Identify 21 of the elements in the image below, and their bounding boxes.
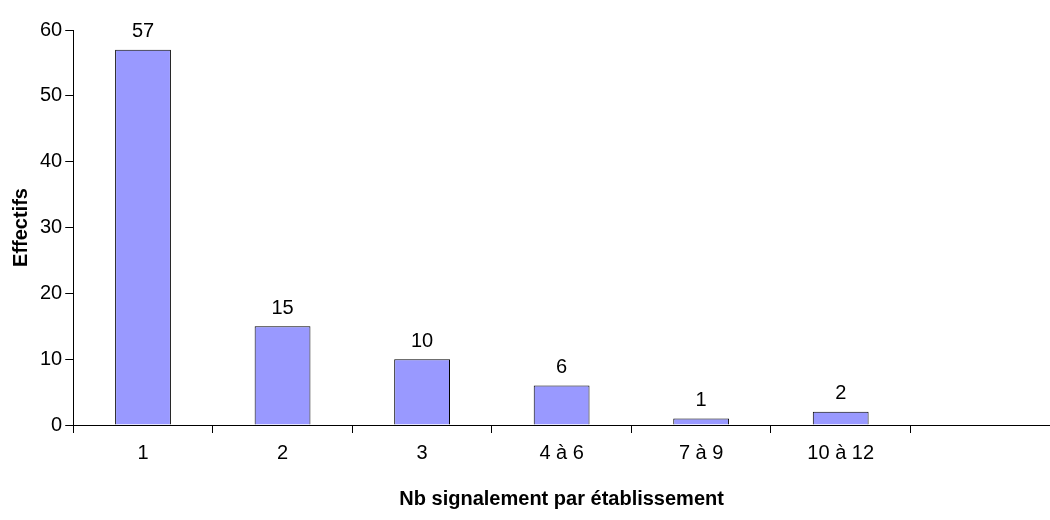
y-tick-label: 30	[40, 215, 63, 238]
y-tick-label: 40	[40, 149, 63, 172]
y-tick-label: 0	[51, 412, 63, 435]
x-tick-label: 3	[416, 440, 428, 463]
data-label: 1	[695, 387, 707, 410]
x-tick-label: 10 à 12	[807, 440, 875, 463]
data-label: 2	[835, 381, 847, 404]
data-label: 6	[556, 355, 568, 378]
y-tick-label: 20	[40, 280, 63, 303]
y-tick-label: 60	[40, 17, 63, 40]
y-tick-label: 10	[40, 346, 63, 369]
y-tick-label: 50	[40, 83, 63, 106]
data-label: 57	[131, 19, 155, 42]
x-axis-title: Nb signalement par établissement	[399, 486, 725, 509]
x-tick-label: 7 à 9	[678, 440, 724, 463]
x-tick-label: 2	[276, 440, 289, 463]
x-tick-label: 1	[137, 440, 149, 463]
y-axis-title: Effectifs	[8, 188, 31, 267]
data-label: 10	[410, 328, 434, 351]
x-tick-label: 4 à 6	[539, 440, 584, 463]
data-label: 15	[271, 295, 294, 318]
